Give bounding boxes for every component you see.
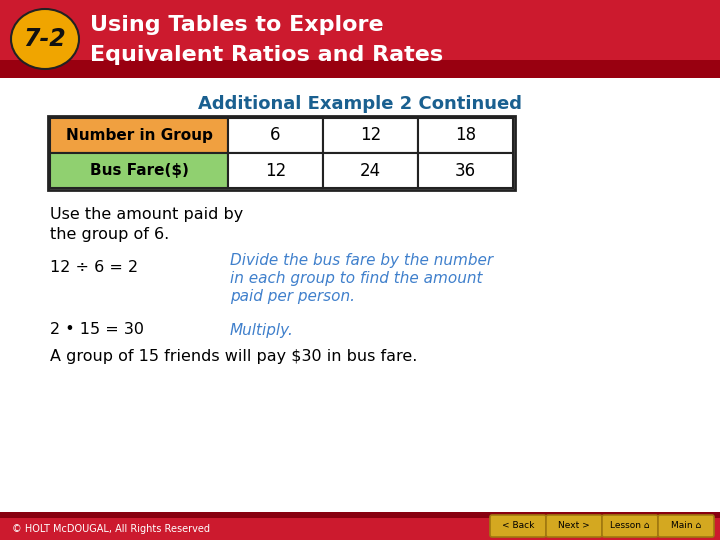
Text: 12 ÷ 6 = 2: 12 ÷ 6 = 2	[50, 260, 138, 275]
Text: Number in Group: Number in Group	[66, 128, 212, 143]
Text: Lesson ⌂: Lesson ⌂	[610, 522, 650, 530]
Text: the group of 6.: the group of 6.	[50, 226, 169, 241]
Text: 36: 36	[455, 161, 476, 179]
Text: 7-2: 7-2	[24, 27, 66, 51]
Text: Additional Example 2 Continued: Additional Example 2 Continued	[198, 95, 522, 113]
Text: 18: 18	[455, 126, 476, 145]
Bar	[323, 153, 418, 188]
Text: Divide the bus fare by the number: Divide the bus fare by the number	[230, 253, 493, 267]
Text: 24: 24	[360, 161, 381, 179]
Bar	[418, 153, 513, 188]
Bar	[0, 0, 720, 78]
Text: 2 • 15 = 30: 2 • 15 = 30	[50, 322, 144, 338]
Text: 12: 12	[265, 161, 286, 179]
Ellipse shape	[11, 9, 79, 69]
Text: Multiply.: Multiply.	[230, 322, 294, 338]
Text: Main ⌂: Main ⌂	[671, 522, 701, 530]
Bar	[228, 153, 323, 188]
Bar	[0, 512, 720, 540]
Bar	[418, 118, 513, 153]
FancyBboxPatch shape	[546, 515, 602, 537]
Text: A group of 15 friends will pay $30 in bus fare.: A group of 15 friends will pay $30 in bu…	[50, 348, 418, 363]
FancyBboxPatch shape	[490, 515, 546, 537]
FancyBboxPatch shape	[658, 515, 714, 537]
Bar	[50, 153, 228, 188]
Text: 12: 12	[360, 126, 381, 145]
Text: < Back: < Back	[502, 522, 534, 530]
Bar	[0, 512, 720, 518]
Bar	[0, 60, 720, 78]
Text: Use the amount paid by: Use the amount paid by	[50, 206, 243, 221]
Text: Using Tables to Explore: Using Tables to Explore	[90, 15, 384, 35]
Text: Bus Fare($): Bus Fare($)	[89, 163, 189, 178]
Text: Next >: Next >	[558, 522, 590, 530]
Text: © HOLT McDOUGAL, All Rights Reserved: © HOLT McDOUGAL, All Rights Reserved	[12, 524, 210, 534]
Text: in each group to find the amount: in each group to find the amount	[230, 271, 482, 286]
FancyBboxPatch shape	[602, 515, 658, 537]
Bar	[228, 118, 323, 153]
Bar	[50, 118, 228, 153]
Text: paid per person.: paid per person.	[230, 288, 355, 303]
Text: 6: 6	[270, 126, 281, 145]
Bar	[323, 118, 418, 153]
Text: Equivalent Ratios and Rates: Equivalent Ratios and Rates	[90, 45, 443, 65]
Bar	[48, 116, 515, 190]
